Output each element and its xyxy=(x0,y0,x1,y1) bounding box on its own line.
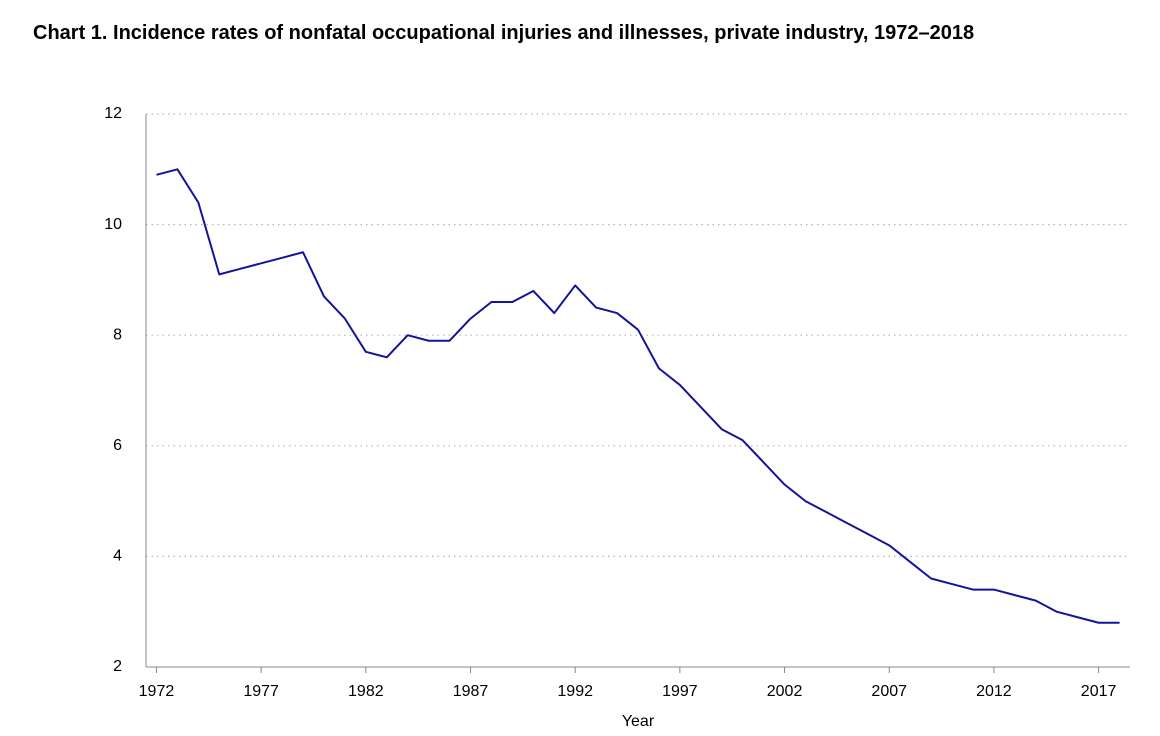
x-tick-label: 2012 xyxy=(976,683,1012,700)
x-tick-label: 2002 xyxy=(767,683,803,700)
data-line xyxy=(156,168,1120,624)
x-tick-label: 1997 xyxy=(662,683,698,700)
y-tick-label: 6 xyxy=(113,437,122,454)
y-tick-label: 10 xyxy=(104,216,122,233)
x-tick-label: 1977 xyxy=(243,683,279,700)
x-tick-label: 1987 xyxy=(453,683,489,700)
x-axis-label: Year xyxy=(622,713,655,730)
x-tick-label: 1992 xyxy=(557,683,593,700)
x-tick-label: 2007 xyxy=(871,683,907,700)
chart-title: Chart 1. Incidence rates of nonfatal occ… xyxy=(33,22,975,44)
x-tick-label: 2017 xyxy=(1081,683,1117,700)
y-tick-label: 4 xyxy=(113,548,122,565)
y-tick-label: 12 xyxy=(104,105,122,122)
y-tick-label: 8 xyxy=(113,326,122,343)
x-tick-label: 1982 xyxy=(348,683,384,700)
x-tick-label: 1972 xyxy=(139,683,175,700)
y-tick-label: 2 xyxy=(113,658,122,675)
